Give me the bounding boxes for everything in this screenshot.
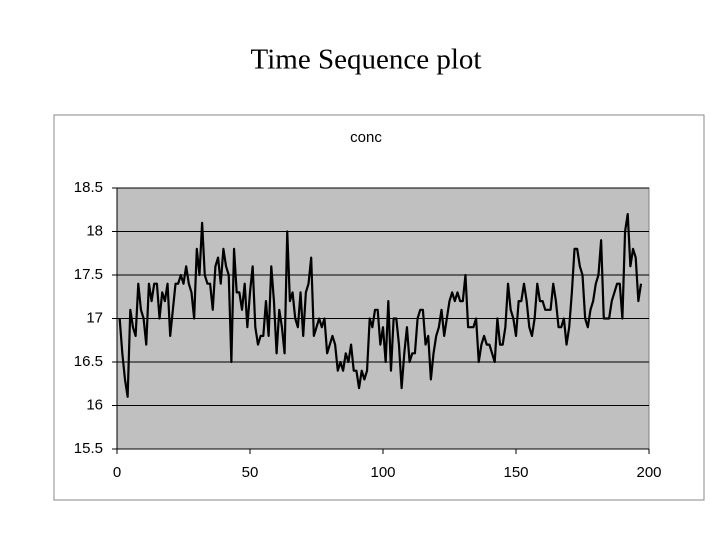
x-tick-label: 50 — [242, 464, 259, 481]
y-tick-label: 17 — [86, 309, 103, 326]
x-tick-label: 0 — [113, 464, 121, 481]
x-tick-label: 150 — [503, 464, 528, 481]
y-tick-label: 18 — [86, 222, 103, 239]
x-tick-label: 200 — [636, 464, 661, 481]
y-tick-label: 17.5 — [74, 266, 103, 283]
chart-title: conc — [350, 129, 382, 146]
y-tick-label: 15.5 — [74, 440, 103, 457]
y-tick-label: 16 — [86, 396, 103, 413]
data-line — [118, 213, 643, 398]
y-tick-label: 16.5 — [74, 353, 103, 370]
slide-title: Time Sequence plot — [251, 44, 482, 76]
x-tick-label: 100 — [370, 464, 395, 481]
y-tick-label: 18.5 — [74, 179, 103, 196]
